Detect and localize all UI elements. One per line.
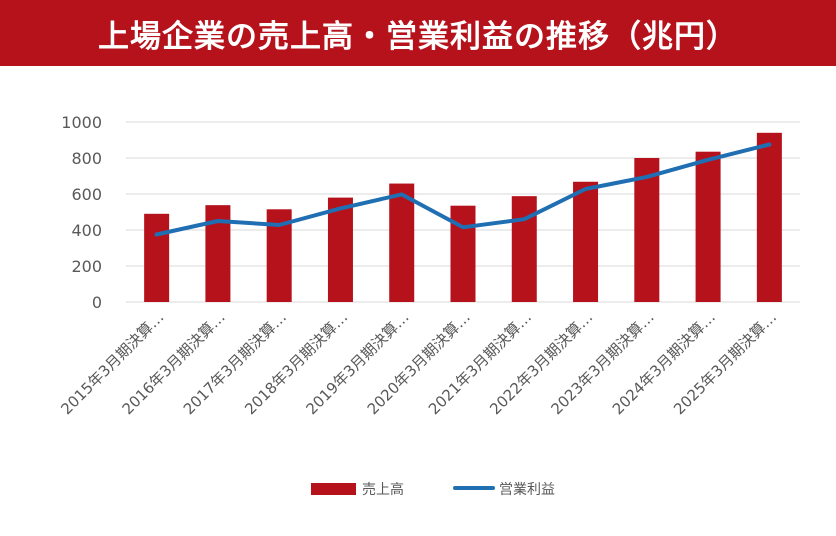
x-tick-label: 2024年3月期決算… (609, 308, 719, 418)
title-bar: 上場企業の売上高・営業利益の推移（兆円） (0, 0, 836, 66)
bar (573, 181, 599, 302)
legend: 売上高 営業利益 (311, 481, 555, 498)
x-tick-label: 2021年3月期決算… (425, 308, 535, 418)
line-series (154, 142, 772, 237)
x-tick-label: 2015年3月期決算… (57, 308, 167, 418)
x-tick-label: 2020年3月期決算… (364, 308, 474, 418)
legend-line-label: 営業利益 (499, 482, 555, 498)
y-tick-label: 600 (71, 185, 102, 204)
y-tick-label: 1000 (61, 113, 102, 132)
y-tick-label: 800 (71, 149, 102, 168)
bar-series (144, 132, 782, 302)
bar (634, 158, 660, 302)
line-path (154, 142, 772, 237)
x-tick-label: 2019年3月期決算… (302, 308, 412, 418)
y-tick-label: 400 (71, 221, 102, 240)
legend-bar-label: 売上高 (362, 481, 404, 498)
bar (327, 197, 353, 302)
x-tick-label: 2016年3月期決算… (119, 308, 229, 418)
bar (511, 196, 537, 302)
bar (695, 151, 721, 302)
legend-bar-swatch (311, 483, 356, 495)
chart-title: 上場企業の売上高・営業利益の推移（兆円） (98, 18, 738, 55)
x-tick-label: 2022年3月期決算… (486, 308, 596, 418)
x-tick-label: 2023年3月期決算… (548, 308, 658, 418)
x-tick-label: 2018年3月期決算… (241, 308, 351, 418)
bar (756, 132, 782, 302)
x-tick-label: 2025年3月期決算… (670, 308, 780, 418)
bar (389, 183, 415, 302)
x-tick-label: 2017年3月期決算… (180, 308, 290, 418)
y-tick-label: 200 (71, 257, 102, 276)
bar (450, 205, 476, 302)
bar (144, 213, 170, 302)
x-axis-ticks: 2015年3月期決算…2016年3月期決算…2017年3月期決算…2018年3月… (57, 308, 780, 418)
y-tick-label: 0 (92, 293, 102, 312)
y-axis-ticks: 0 200 400 600 800 1000 (61, 113, 102, 312)
